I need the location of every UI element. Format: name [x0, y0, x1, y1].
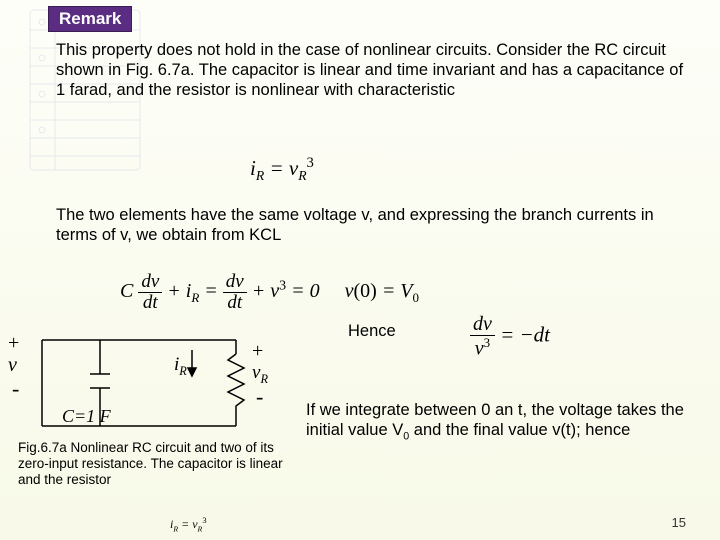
paragraph-integrate: If we integrate between 0 an t, the volt…	[306, 400, 702, 443]
figure-caption-eq: iR = vR3	[170, 516, 207, 533]
remark-badge: Remark	[48, 6, 132, 32]
capacitor-label: C=1 F	[62, 406, 111, 427]
figure-caption: Fig.6.7a Nonlinear RC circuit and two of…	[18, 440, 283, 489]
hence-label: Hence	[348, 322, 396, 341]
v-plus: +	[8, 332, 19, 355]
v-label: v	[8, 354, 17, 377]
vR-plus: +	[252, 340, 263, 363]
iR-label: iR	[174, 354, 187, 379]
equation-iR-vR3: iR = vR3	[250, 155, 314, 184]
paragraph-kcl: The two elements have the same voltage v…	[56, 205, 686, 245]
vR-minus: -	[256, 384, 263, 410]
v-minus: -	[12, 376, 19, 402]
equation-separated: dvv3 = −dt	[470, 314, 550, 360]
equation-kcl-ode: C dvdt + iR = dvdt + v3 = 0 v(0) = V0	[120, 272, 419, 313]
slide-number: 15	[672, 515, 686, 530]
paragraph-intro: This property does not hold in the case …	[56, 40, 686, 100]
